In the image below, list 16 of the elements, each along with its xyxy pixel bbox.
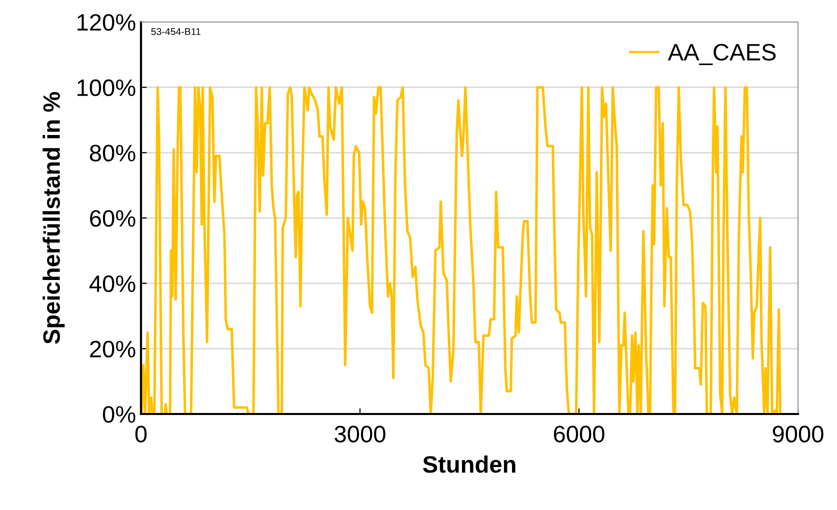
- line-series: [141, 86, 782, 414]
- x-tick-label: 6000: [554, 426, 604, 442]
- x-tick-label: 0: [135, 426, 147, 442]
- y-tick-label: 60%: [90, 210, 136, 227]
- y-axis-title: Speicherfüllstand in %: [42, 92, 65, 344]
- y-tick-label: 120%: [78, 14, 136, 31]
- x-axis-title: Stunden: [422, 455, 516, 473]
- y-tick-label: 100%: [78, 79, 136, 96]
- y-tick-label: 80%: [90, 144, 136, 162]
- y-tick-label: 0%: [102, 406, 136, 423]
- y-tick-label: 40%: [89, 275, 136, 292]
- x-tick-label: 3000: [334, 426, 386, 442]
- y-tick-label: 20%: [90, 340, 136, 358]
- x-tick-label: 9000: [772, 426, 824, 442]
- legend-label: AA_CAES: [668, 44, 776, 66]
- annotation: 53-454-B11: [151, 28, 200, 36]
